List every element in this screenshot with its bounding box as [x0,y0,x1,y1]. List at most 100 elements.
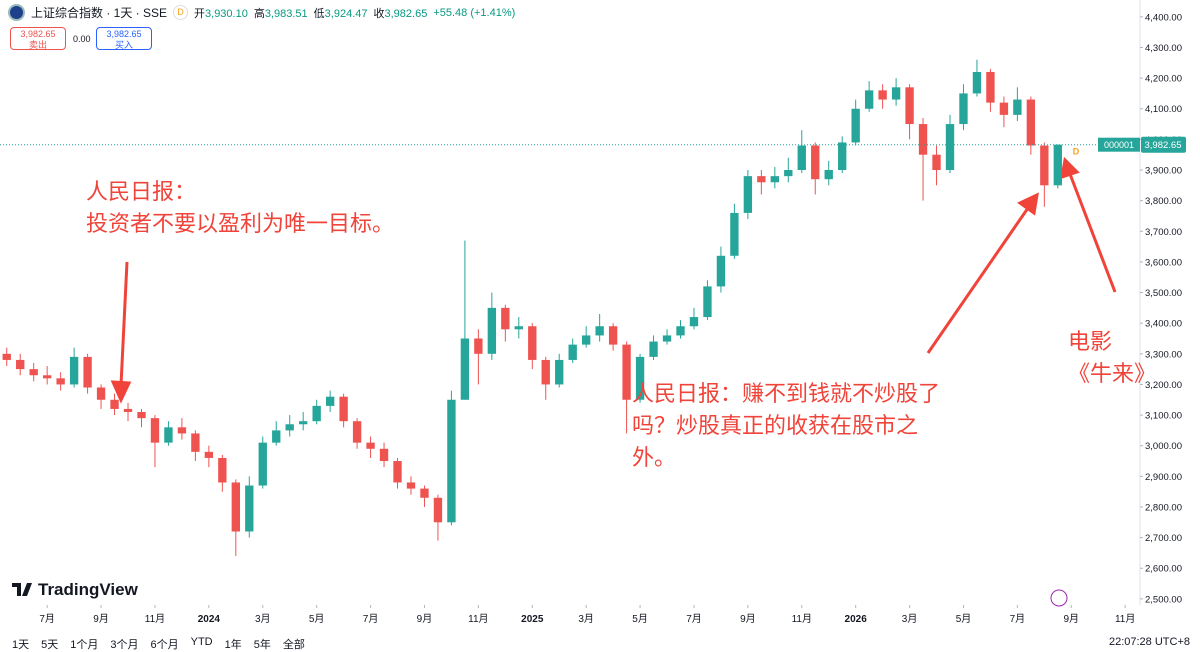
candle-body [29,369,38,376]
y-tick-label: 4,400.00 [1145,12,1182,23]
candle-body [474,338,483,354]
candle-body [622,344,631,400]
y-tick-label: 4,200.00 [1145,74,1182,85]
x-tick-label: 9月 [417,613,433,625]
y-tick-label: 2,800.00 [1145,502,1182,513]
toolbar-item[interactable]: 6个月 [150,639,179,651]
candle-body [164,427,173,443]
x-tick-label: 2025 [521,614,544,625]
candle-body [528,326,537,360]
arrow-head [1017,192,1039,216]
candle-body [218,457,227,483]
toolbar-item[interactable]: 5年 [253,639,271,651]
arrow [119,261,129,386]
annotation-line: 吗？炒股真正的收获在股市之 [632,413,919,438]
x-tick-label: 11月 [468,613,488,625]
header: 上证综合指数 · 1天 · SSE D 开3,930.10 高3,983.51 低3… [8,4,515,21]
sell-button[interactable]: 3,982.65 卖出 [10,27,66,50]
logo-text: TradingView [38,580,138,599]
x-tick-label: 11月 [1115,613,1135,625]
ohlc-item: 开3,930.10 [194,5,248,21]
ohlc-value: 3,982.65 [384,7,428,20]
arrow-head [1060,156,1080,180]
toolbar-item[interactable]: 1天 [12,639,30,651]
candle-body [96,387,106,400]
candle-body [581,335,591,345]
ohlc-value: 3,924.47 [324,7,368,20]
candle-body [770,176,779,183]
toolbar-item[interactable]: 1年 [224,639,242,651]
sell-price: 3,982.65 [20,29,56,39]
x-tick-label: 9月 [740,613,756,625]
event-marker: D [1073,147,1080,157]
ohlc-value: 3,930.10 [205,7,248,20]
candle-body [932,154,941,171]
buy-price: 3,982.65 [106,29,142,39]
sell-label: 卖出 [28,40,47,50]
candle-body [1026,99,1036,146]
candle-body [366,442,375,449]
y-tick-label: 3,600.00 [1145,257,1182,268]
toolbar-item[interactable]: 3个月 [110,639,139,651]
toolbar-item[interactable]: 全部 [282,639,305,651]
candle-body [757,176,766,183]
logo: TradingView [12,580,138,600]
toolbar: 1天 5天 1个月 3个月 6个月 YTD 1年 5年 全部 [12,636,305,652]
candle-body [784,170,793,177]
candle-body [69,356,79,385]
candle-body [730,212,739,256]
candle-body [123,408,133,413]
x-tick-label: 9月 [1063,613,1079,625]
candle-body [110,399,119,409]
toolbar-item[interactable]: YTD [190,636,213,648]
lightning-icon[interactable] [1050,589,1068,607]
candle-body [986,71,995,103]
ohlc-readout: 开3,930.10 高3,983.51 低3,924.47 收3,982.65 [194,5,427,21]
candle-body [83,356,92,388]
candle-body [918,124,928,155]
candle-body [2,353,11,360]
candle-body [150,418,160,443]
chart-title[interactable]: 上证综合指数 · 1天 · SSE [31,6,168,20]
x-tick-label: 3月 [578,613,594,625]
candle-body [1040,145,1049,186]
candle-body [460,338,470,400]
annotation-line: 《牛来》 [1068,361,1157,386]
candle-body [352,421,362,443]
y-tick-label: 2,600.00 [1145,564,1182,575]
y-tick-label: 3,100.00 [1145,411,1182,422]
symbol-icon [8,4,25,21]
candle-body [514,326,523,330]
candle-body [406,482,416,489]
x-tick-label: 5月 [956,613,972,625]
candle-body [716,255,726,287]
annotation: 电影 《牛来》 [1068,326,1156,390]
logo-mark [12,583,32,596]
candle-body [258,442,267,486]
candle-body [851,108,860,143]
candle-body [1053,144,1062,186]
candle-body [541,359,550,385]
candle-body [16,359,25,370]
toolbar-item[interactable]: 1个月 [70,639,99,651]
candle-body [811,145,820,180]
symbol-tag [1098,137,1140,152]
candle-body [1013,99,1022,115]
candle-body [487,307,497,354]
candle-body [191,433,200,452]
candle-body [42,375,52,379]
x-tick-label: 5月 [632,613,648,625]
buy-button[interactable]: 3,982.65 买入 [96,27,152,50]
toolbar-item[interactable]: 5天 [41,639,59,651]
ohlc-item: 低3,924.47 [314,5,368,21]
x-tick-label: 2024 [198,614,221,625]
dividend-marker: D [173,5,189,20]
annotation: 人民日报：赚不到钱就不炒股了 吗？炒股真正的收获在股市之 外。 [632,378,940,474]
candle-body [312,405,321,422]
ohlc-value: 3,983.51 [264,7,308,20]
y-tick-label: 3,000.00 [1145,441,1182,452]
ohlc-item: 高3,983.51 [254,5,308,21]
candle-body [299,421,308,425]
x-tick-label: 11月 [145,613,165,625]
y-tick-label: 3,400.00 [1145,319,1182,330]
